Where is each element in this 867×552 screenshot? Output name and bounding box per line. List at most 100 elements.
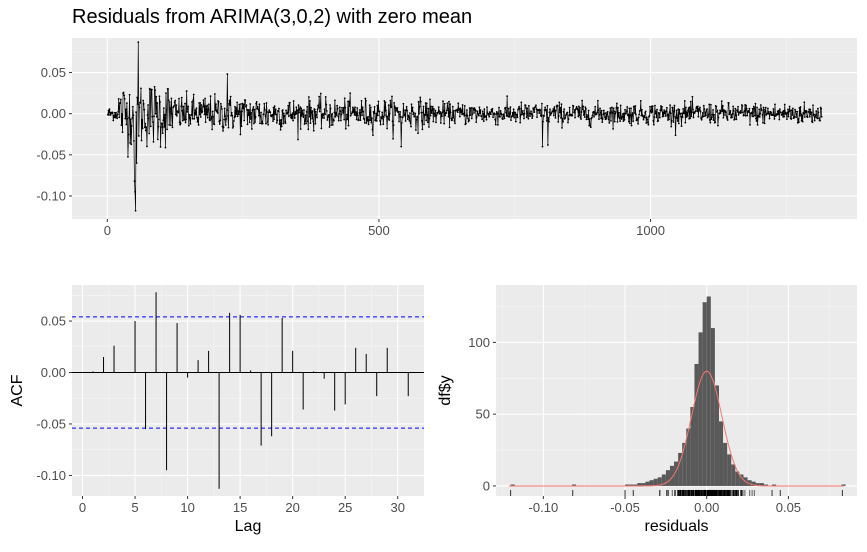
- residual-point: [141, 118, 143, 121]
- residual-point: [535, 104, 537, 107]
- residual-point: [542, 120, 544, 123]
- residual-point: [314, 122, 317, 125]
- residual-point: [200, 104, 203, 106]
- residual-point: [489, 113, 492, 116]
- residual-point: [590, 116, 593, 119]
- residual-point: [767, 107, 769, 110]
- residual-point: [689, 100, 692, 103]
- residual-point: [444, 114, 447, 117]
- residual-point: [301, 109, 304, 112]
- residual-point: [809, 113, 812, 116]
- residual-point: [711, 116, 713, 119]
- residual-point: [440, 112, 443, 115]
- residual-point: [286, 111, 289, 114]
- residual-point: [417, 132, 419, 135]
- residual-point: [721, 104, 724, 107]
- residual-point: [615, 106, 618, 109]
- residual-point: [630, 124, 633, 127]
- residual-point: [220, 105, 223, 108]
- residual-point: [674, 115, 676, 118]
- residual-point: [580, 111, 583, 113]
- residual-point: [491, 107, 494, 110]
- residual-point: [502, 113, 505, 116]
- residual-point: [557, 115, 560, 117]
- residual-point: [224, 115, 227, 118]
- residual-point: [168, 101, 171, 103]
- residual-point: [397, 110, 400, 113]
- residual-point: [669, 112, 672, 115]
- residual-point: [612, 128, 614, 130]
- residual-point: [733, 118, 736, 120]
- residual-point: [267, 123, 270, 126]
- y-tick-label: 0.05: [41, 314, 66, 329]
- residual-point: [583, 110, 586, 112]
- residual-point: [424, 114, 427, 116]
- residual-point: [425, 102, 428, 105]
- x-tick-label: 10: [180, 500, 194, 515]
- residual-point: [187, 124, 190, 127]
- residual-point: [273, 118, 275, 121]
- residual-point: [599, 107, 601, 110]
- residual-point: [418, 112, 421, 115]
- residual-point: [188, 117, 191, 119]
- residual-point: [167, 99, 170, 102]
- residual-point: [277, 110, 280, 113]
- residual-point: [534, 105, 537, 108]
- histogram-bar: [718, 421, 724, 486]
- residual-point: [708, 103, 711, 106]
- residual-point: [589, 124, 592, 127]
- residual-point: [478, 114, 480, 117]
- residual-point: [435, 114, 438, 117]
- histogram-bar: [674, 461, 679, 486]
- residual-point: [581, 99, 584, 102]
- residual-point: [707, 113, 710, 116]
- residual-point: [769, 113, 771, 115]
- residual-point: [262, 113, 265, 116]
- residual-point: [678, 108, 681, 111]
- residual-point: [601, 121, 604, 124]
- residual-point: [741, 104, 744, 107]
- residual-point: [794, 110, 797, 113]
- residual-point: [319, 106, 322, 109]
- chart-title: Residuals from ARIMA(3,0,2) with zero me…: [72, 6, 473, 28]
- residual-point: [717, 116, 720, 119]
- residual-point: [393, 101, 396, 104]
- histogram-panel: -0.10 -0.05 0.00 0.05 0 50 100 residuals df$y: [437, 285, 857, 535]
- residual-point: [344, 127, 347, 130]
- residual-point: [683, 112, 686, 115]
- residual-point: [645, 116, 648, 119]
- residual-point: [144, 129, 147, 132]
- residual-point: [382, 123, 385, 126]
- histogram-bar: [747, 480, 752, 486]
- residual-point: [135, 162, 138, 164]
- residual-point: [392, 137, 394, 140]
- residual-point: [401, 116, 404, 119]
- residual-point: [499, 110, 502, 112]
- y-tick-label: 0.00: [41, 106, 66, 121]
- residual-point: [728, 113, 731, 116]
- residual-point: [643, 116, 646, 119]
- residual-point: [451, 105, 454, 108]
- residual-point: [369, 119, 372, 122]
- residual-point: [338, 106, 341, 109]
- residual-point: [146, 145, 148, 148]
- residual-point: [315, 110, 317, 113]
- residual-point: [206, 116, 209, 119]
- residual-point: [141, 127, 144, 130]
- residual-point: [610, 119, 612, 122]
- residual-point: [196, 120, 199, 123]
- residual-point: [630, 107, 632, 110]
- residual-point: [211, 110, 214, 113]
- residual-point: [307, 128, 310, 131]
- residual-point: [467, 120, 470, 123]
- residual-point: [805, 110, 808, 112]
- residual-point: [153, 85, 156, 88]
- residual-point: [231, 114, 234, 117]
- residual-point: [616, 120, 619, 123]
- residual-point: [523, 117, 525, 120]
- residual-point: [676, 120, 679, 122]
- residual-point: [430, 105, 432, 108]
- residual-point: [675, 109, 678, 112]
- residual-point: [681, 112, 683, 115]
- residual-point: [318, 95, 321, 98]
